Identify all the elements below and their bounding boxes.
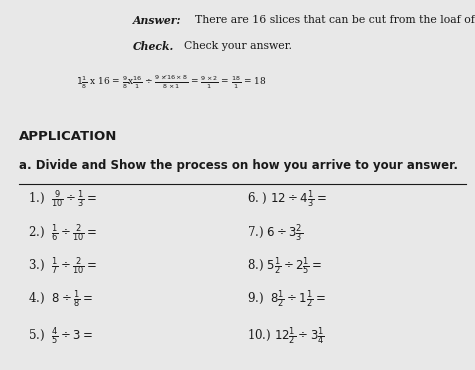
Text: 10.) $12\frac{1}{2}\div3\frac{1}{4}$: 10.) $12\frac{1}{2}\div3\frac{1}{4}$ bbox=[247, 326, 325, 347]
Text: 6. ) $12\div4\frac{1}{3}=$: 6. ) $12\div4\frac{1}{3}=$ bbox=[247, 189, 327, 211]
Text: $1\frac{1}{8}$ x 16 = $\frac{9}{8}$x$\frac{16}{1}$ $\div$ $\frac{9\times\not{1}6: $1\frac{1}{8}$ x 16 = $\frac{9}{8}$x$\fr… bbox=[76, 74, 266, 91]
Text: 3.)  $\frac{1}{7}\div\frac{2}{10}=$: 3.) $\frac{1}{7}\div\frac{2}{10}=$ bbox=[28, 255, 98, 277]
Text: APPLICATION: APPLICATION bbox=[19, 130, 117, 142]
Text: 5.)  $\frac{4}{5}\div3=$: 5.) $\frac{4}{5}\div3=$ bbox=[28, 326, 93, 347]
Text: 4.)  $8\div\frac{1}{8}=$: 4.) $8\div\frac{1}{8}=$ bbox=[28, 289, 93, 310]
Text: 1.)  $\frac{9}{10}\div\frac{1}{3}=$: 1.) $\frac{9}{10}\div\frac{1}{3}=$ bbox=[28, 189, 98, 211]
Text: There are 16 slices that can be cut from the loaf of bread.: There are 16 slices that can be cut from… bbox=[188, 15, 475, 25]
Text: 9.)  $8\frac{1}{2}\div1\frac{1}{2}=$: 9.) $8\frac{1}{2}\div1\frac{1}{2}=$ bbox=[247, 289, 326, 310]
Text: 2.)  $\frac{1}{6}\div\frac{2}{10}=$: 2.) $\frac{1}{6}\div\frac{2}{10}=$ bbox=[28, 222, 98, 244]
Text: Answer:: Answer: bbox=[133, 15, 181, 26]
Text: 7.) $6\div3\frac{2}{3}$: 7.) $6\div3\frac{2}{3}$ bbox=[247, 222, 303, 244]
Text: 8.) $5\frac{1}{2}\div2\frac{1}{5}=$: 8.) $5\frac{1}{2}\div2\frac{1}{5}=$ bbox=[247, 255, 322, 277]
Text: Check.: Check. bbox=[133, 41, 174, 52]
Text: a. Divide and Show the process on how you arrive to your answer.: a. Divide and Show the process on how yo… bbox=[19, 159, 458, 172]
Text: Check your answer.: Check your answer. bbox=[177, 41, 292, 51]
